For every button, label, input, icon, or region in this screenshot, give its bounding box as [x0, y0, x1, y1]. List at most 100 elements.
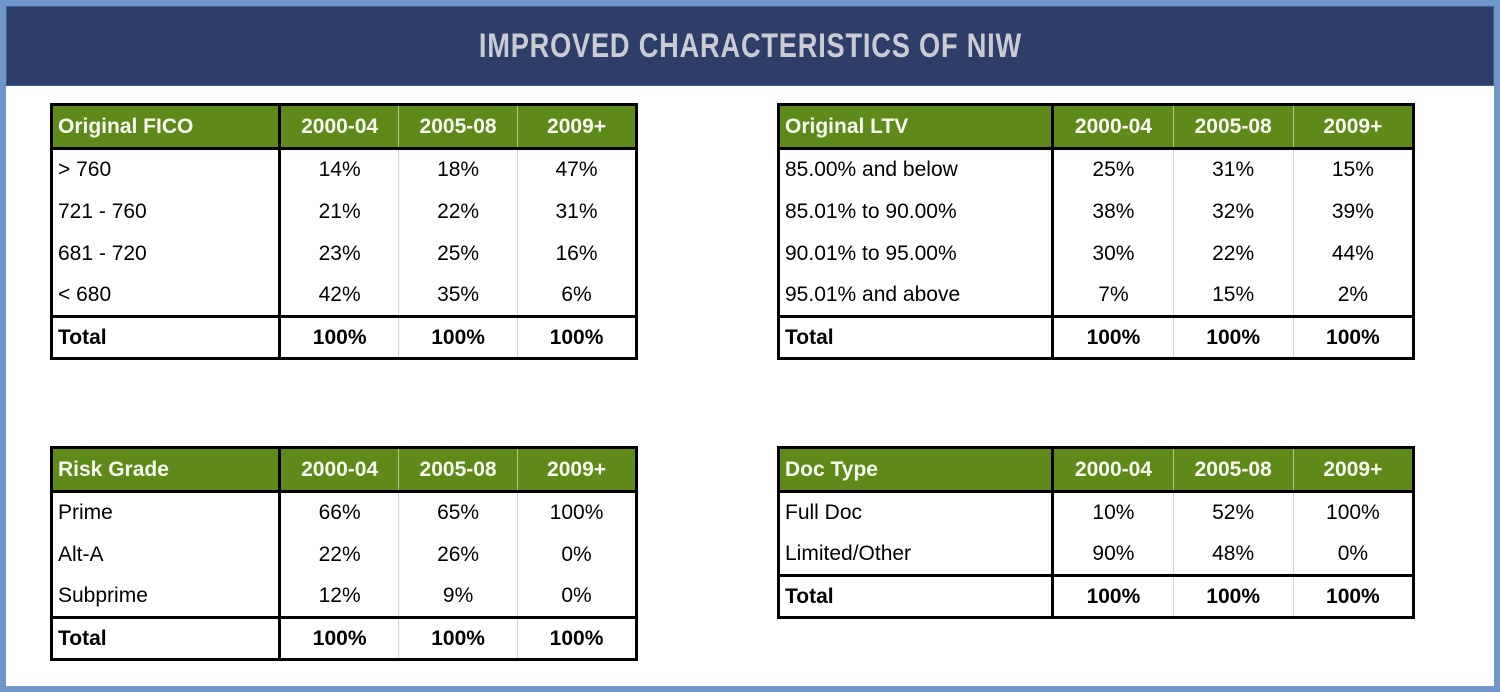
header-row: Original LTV 2000-04 2005-08 2009+ [778, 104, 1414, 150]
value-cell: 9% [398, 575, 518, 618]
table-doc-type: Doc Type 2000-04 2005-08 2009+ Full Doc … [777, 446, 1415, 619]
value-cell: 18% [398, 148, 518, 191]
value-cell: 15% [1172, 274, 1294, 317]
row-label: > 760 [51, 148, 280, 191]
value-cell: 22% [1172, 232, 1294, 275]
row-label: 681 - 720 [51, 232, 280, 275]
value-cell: 30% [1051, 232, 1174, 275]
value-cell: 23% [278, 232, 399, 275]
value-cell: 52% [1172, 491, 1294, 534]
table-row: Limited/Other 90% 48% 0% [778, 533, 1414, 576]
value-cell: 100% [517, 491, 637, 534]
table-row: > 760 14% 18% 47% [51, 148, 637, 191]
value-cell: 90% [1051, 533, 1174, 576]
header-row: Risk Grade 2000-04 2005-08 2009+ [51, 447, 637, 493]
total-label: Total [778, 574, 1053, 618]
value-cell: 39% [1292, 190, 1414, 233]
column-header: 2000-04 [278, 104, 399, 150]
total-value-cell: 100% [398, 616, 518, 660]
table-risk-grade: Risk Grade 2000-04 2005-08 2009+ Prime 6… [50, 446, 638, 661]
column-header: 2005-08 [1172, 104, 1294, 150]
value-cell: 0% [1292, 533, 1414, 576]
column-header: 2000-04 [278, 447, 399, 493]
row-label: < 680 [51, 274, 280, 317]
value-cell: 65% [398, 491, 518, 534]
value-cell: 25% [398, 232, 518, 275]
total-value-cell: 100% [1292, 574, 1414, 618]
row-label: 95.01% and above [778, 274, 1053, 317]
table-row: Prime 66% 65% 100% [51, 491, 637, 534]
row-label: 85.01% to 90.00% [778, 190, 1053, 233]
total-row: Total 100% 100% 100% [778, 574, 1414, 618]
row-label: Limited/Other [778, 533, 1053, 576]
total-value-cell: 100% [398, 315, 518, 359]
table-title-cell: Original LTV [778, 104, 1053, 150]
table-original-ltv: Original LTV 2000-04 2005-08 2009+ 85.00… [777, 103, 1415, 360]
value-cell: 12% [278, 575, 399, 618]
table-title-cell: Doc Type [778, 447, 1053, 493]
value-cell: 15% [1292, 148, 1414, 191]
page-title: IMPROVED CHARACTERISTICS OF NIW [478, 26, 1022, 65]
total-row: Total 100% 100% 100% [51, 315, 637, 359]
table-row: 721 - 760 21% 22% 31% [51, 190, 637, 233]
table-title-cell: Original FICO [51, 104, 280, 150]
value-cell: 26% [398, 533, 518, 576]
value-cell: 32% [1172, 190, 1294, 233]
value-cell: 38% [1051, 190, 1174, 233]
row-label: Prime [51, 491, 280, 534]
total-value-cell: 100% [278, 315, 399, 359]
column-header: 2009+ [1292, 104, 1414, 150]
value-cell: 35% [398, 274, 518, 317]
column-header: 2005-08 [398, 447, 518, 493]
value-cell: 48% [1172, 533, 1294, 576]
value-cell: 21% [278, 190, 399, 233]
value-cell: 47% [517, 148, 637, 191]
column-header: 2005-08 [1172, 447, 1294, 493]
row-label: 85.00% and below [778, 148, 1053, 191]
value-cell: 25% [1051, 148, 1174, 191]
column-header: 2000-04 [1051, 447, 1174, 493]
total-row: Total 100% 100% 100% [778, 315, 1414, 359]
table-row: Subprime 12% 9% 0% [51, 575, 637, 618]
row-label: Full Doc [778, 491, 1053, 534]
value-cell: 22% [398, 190, 518, 233]
value-cell: 0% [517, 575, 637, 618]
table-row: 85.00% and below 25% 31% 15% [778, 148, 1414, 191]
column-header: 2005-08 [398, 104, 518, 150]
table-row: 90.01% to 95.00% 30% 22% 44% [778, 232, 1414, 275]
value-cell: 31% [517, 190, 637, 233]
column-header: 2000-04 [1051, 104, 1174, 150]
header-row: Original FICO 2000-04 2005-08 2009+ [51, 104, 637, 150]
value-cell: 16% [517, 232, 637, 275]
value-cell: 100% [1292, 491, 1414, 534]
total-label: Total [778, 315, 1053, 359]
total-value-cell: 100% [1051, 315, 1174, 359]
table-row: 681 - 720 23% 25% 16% [51, 232, 637, 275]
total-value-cell: 100% [1172, 574, 1294, 618]
total-row: Total 100% 100% 100% [51, 616, 637, 660]
value-cell: 42% [278, 274, 399, 317]
total-value-cell: 100% [1172, 315, 1294, 359]
table-title-cell: Risk Grade [51, 447, 280, 493]
total-label: Total [51, 315, 280, 359]
value-cell: 10% [1051, 491, 1174, 534]
value-cell: 66% [278, 491, 399, 534]
total-value-cell: 100% [1292, 315, 1414, 359]
total-label: Total [51, 616, 280, 660]
table-row: Full Doc 10% 52% 100% [778, 491, 1414, 534]
table-row: < 680 42% 35% 6% [51, 274, 637, 317]
column-header: 2009+ [517, 447, 637, 493]
row-label: Alt-A [51, 533, 280, 576]
value-cell: 2% [1292, 274, 1414, 317]
value-cell: 7% [1051, 274, 1174, 317]
header-row: Doc Type 2000-04 2005-08 2009+ [778, 447, 1414, 493]
value-cell: 6% [517, 274, 637, 317]
total-value-cell: 100% [517, 616, 637, 660]
row-label: 721 - 760 [51, 190, 280, 233]
column-header: 2009+ [517, 104, 637, 150]
title-bar: IMPROVED CHARACTERISTICS OF NIW [6, 6, 1494, 86]
total-value-cell: 100% [517, 315, 637, 359]
table-row: 85.01% to 90.00% 38% 32% 39% [778, 190, 1414, 233]
value-cell: 44% [1292, 232, 1414, 275]
